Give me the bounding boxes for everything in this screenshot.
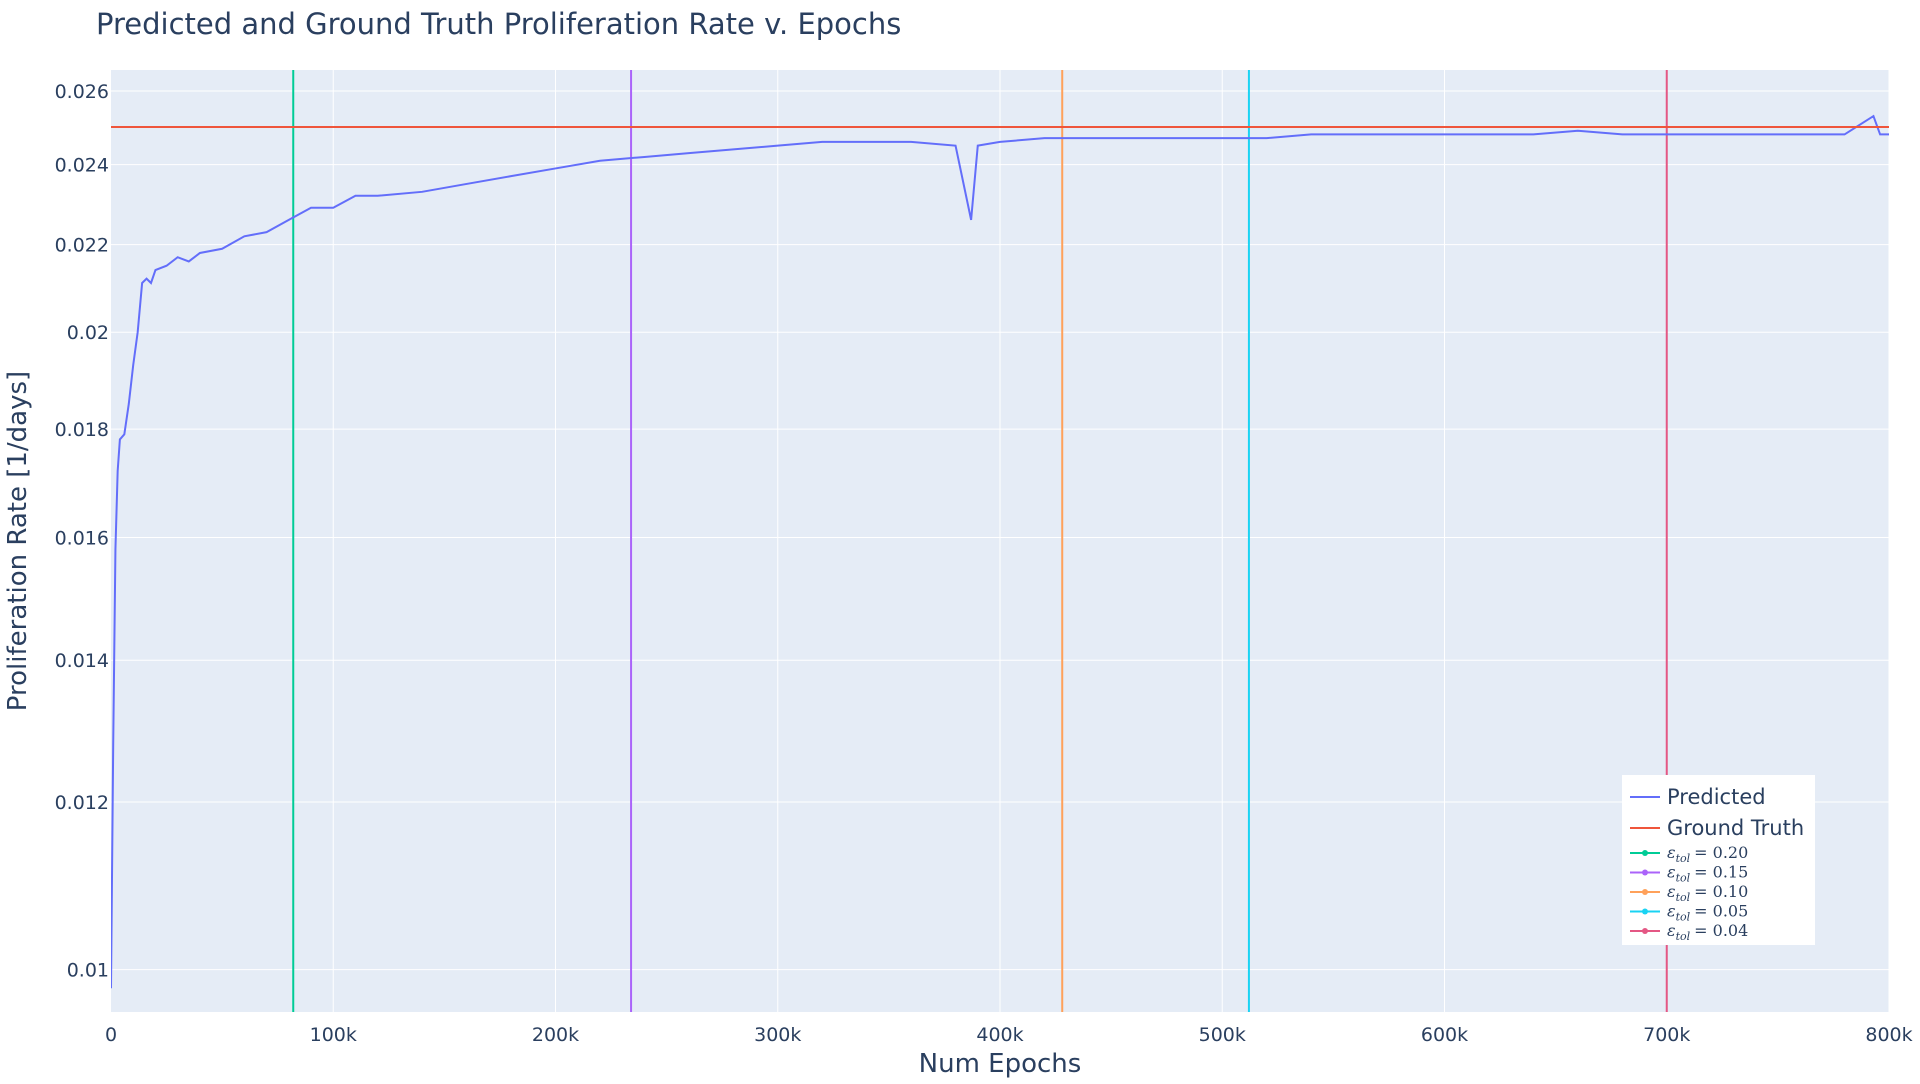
legend-item-ground-truth[interactable]: Ground Truth xyxy=(1630,816,1804,840)
y-tick-label: 0.026 xyxy=(55,81,109,103)
legend-marker xyxy=(1642,889,1648,895)
legend-label: εtol = 0.05 xyxy=(1667,902,1748,924)
y-tick-label: 0.014 xyxy=(55,650,109,672)
legend-label: εtol = 0.04 xyxy=(1667,921,1748,943)
tick-layer: 0 100k 200k 300k 400k 500k 600k 700k 800k 0.01 0.0… xyxy=(55,81,1913,1046)
legend-label: εtol = 0.10 xyxy=(1667,882,1748,904)
x-tick-label: 700k xyxy=(1643,1024,1690,1046)
y-tick-label: 0.018 xyxy=(55,419,109,441)
x-tick-label: 0 xyxy=(105,1024,117,1046)
x-tick-label: 800k xyxy=(1865,1024,1912,1046)
x-tick-label: 500k xyxy=(1199,1024,1246,1046)
x-tick-label: 600k xyxy=(1421,1024,1468,1046)
legend-item-tolerance-3[interactable]: εtol = 0.05 xyxy=(1630,902,1748,924)
series-line-predicted xyxy=(111,114,1889,989)
legend-box xyxy=(1622,775,1815,945)
y-tick-label: 0.024 xyxy=(55,155,109,177)
legend-label: εtol = 0.15 xyxy=(1667,863,1748,885)
chart-title: Predicted and Ground Truth Proliferation… xyxy=(96,7,901,41)
x-tick-label: 100k xyxy=(310,1024,357,1046)
y-tick-label: 0.02 xyxy=(67,322,109,344)
legend-marker xyxy=(1642,850,1648,856)
legend-item-tolerance-4[interactable]: εtol = 0.04 xyxy=(1630,921,1748,943)
y-tick-label: 0.016 xyxy=(55,527,109,549)
legend-marker xyxy=(1642,869,1648,876)
x-tick-label: 200k xyxy=(532,1024,579,1046)
legend-item-tolerance-1[interactable]: εtol = 0.15 xyxy=(1630,863,1748,885)
legend-marker xyxy=(1642,928,1648,934)
x-tick-label: 400k xyxy=(976,1024,1023,1046)
series-layer xyxy=(111,70,1889,1012)
y-tick-label: 0.012 xyxy=(55,792,109,814)
legend-label: εtol = 0.20 xyxy=(1667,843,1748,865)
x-tick-label: 300k xyxy=(754,1024,801,1046)
legend-item-tolerance-0[interactable]: εtol = 0.20 xyxy=(1630,843,1748,865)
legend-label: Predicted xyxy=(1667,785,1766,809)
legend-item-tolerance-2[interactable]: εtol = 0.10 xyxy=(1630,882,1748,904)
x-axis-title: Num Epochs xyxy=(919,1049,1082,1079)
y-axis-title: Proliferation Rate [1/days] xyxy=(3,371,33,711)
y-tick-label: 0.01 xyxy=(67,960,109,982)
grid-layer xyxy=(111,70,1890,1012)
y-tick-label: 0.022 xyxy=(55,235,109,257)
legend-marker xyxy=(1642,908,1648,915)
legend-item-predicted[interactable]: Predicted xyxy=(1630,785,1766,809)
legend-label: Ground Truth xyxy=(1667,816,1804,840)
